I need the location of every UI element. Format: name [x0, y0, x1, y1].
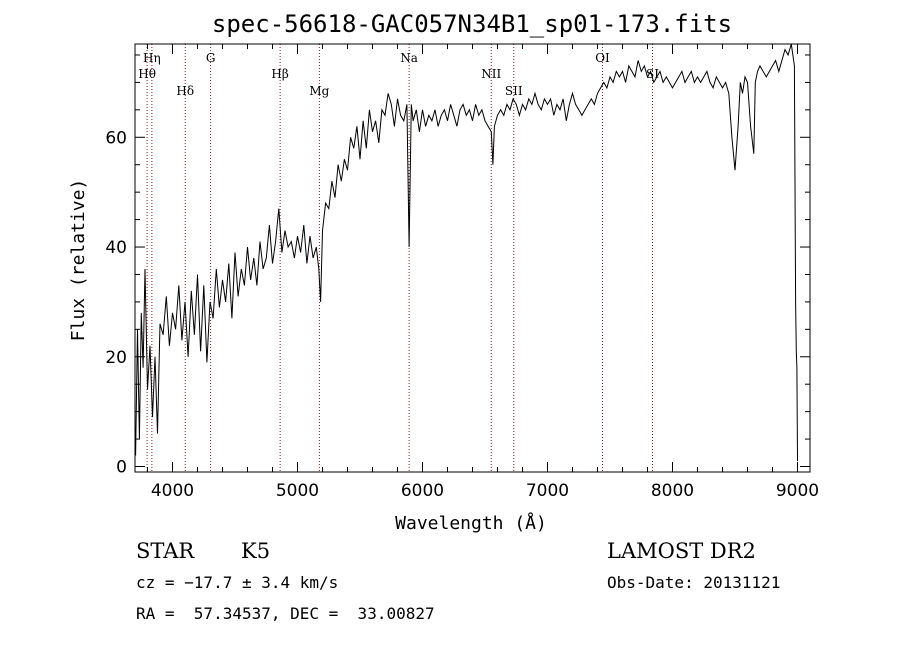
spectral-line-label: SII	[505, 84, 523, 98]
x-tick-label: 8000	[651, 481, 694, 501]
spectral-line-label: Hθ	[138, 67, 156, 81]
redshift-cz: cz = −17.7 ± 3.4 km/s	[136, 573, 339, 592]
y-tick-label: 40	[105, 238, 127, 258]
spectral-line-label: Mg	[309, 84, 329, 98]
x-tick-label: 6000	[401, 481, 444, 501]
spectral-line-label: Hδ	[176, 84, 194, 98]
spectral-line-label: Hη	[143, 51, 161, 65]
spectral-line-labels: Hη Hθ Hδ G Hβ Mg Na NII SII OI SI	[138, 51, 659, 98]
obs-date: Obs-Date: 20131121	[607, 573, 781, 592]
spectral-line-label: G	[206, 51, 216, 65]
axis-ticks	[135, 44, 810, 472]
y-tick-label: 60	[105, 128, 127, 148]
x-tick-label: 4000	[151, 481, 194, 501]
spectral-line-label: Hβ	[271, 67, 288, 81]
spectral-line-markers	[146, 44, 653, 472]
x-tick-label: 5000	[276, 481, 319, 501]
survey-name: LAMOST DR2	[607, 539, 756, 563]
x-tick-label: 9000	[776, 481, 819, 501]
plot-frame	[134, 43, 811, 473]
x-axis-title: Wavelength (Å)	[395, 512, 547, 534]
x-tick-label: 7000	[526, 481, 569, 501]
spectral-line-label: SI	[646, 67, 659, 81]
spectral-line-label: NII	[481, 67, 501, 81]
y-tick-label: 0	[116, 458, 127, 478]
ra-dec: RA = 57.34537, DEC = 33.00827	[136, 604, 435, 623]
spectral-subclass: K5	[241, 539, 271, 563]
object-type: STAR	[136, 539, 195, 563]
y-axis-title: Flux (relative)	[68, 179, 89, 342]
chart-title: spec-56618-GAC057N34B1_sp01-173.fits	[212, 10, 732, 38]
y-tick-label: 20	[105, 348, 127, 368]
axis-tick-labels: 4000 5000 6000 7000 8000 9000 0 20 40 60	[105, 128, 819, 501]
spectral-line-label: OI	[595, 51, 610, 65]
spectrum-line	[135, 43, 798, 462]
spectral-line-label: Na	[400, 51, 418, 65]
